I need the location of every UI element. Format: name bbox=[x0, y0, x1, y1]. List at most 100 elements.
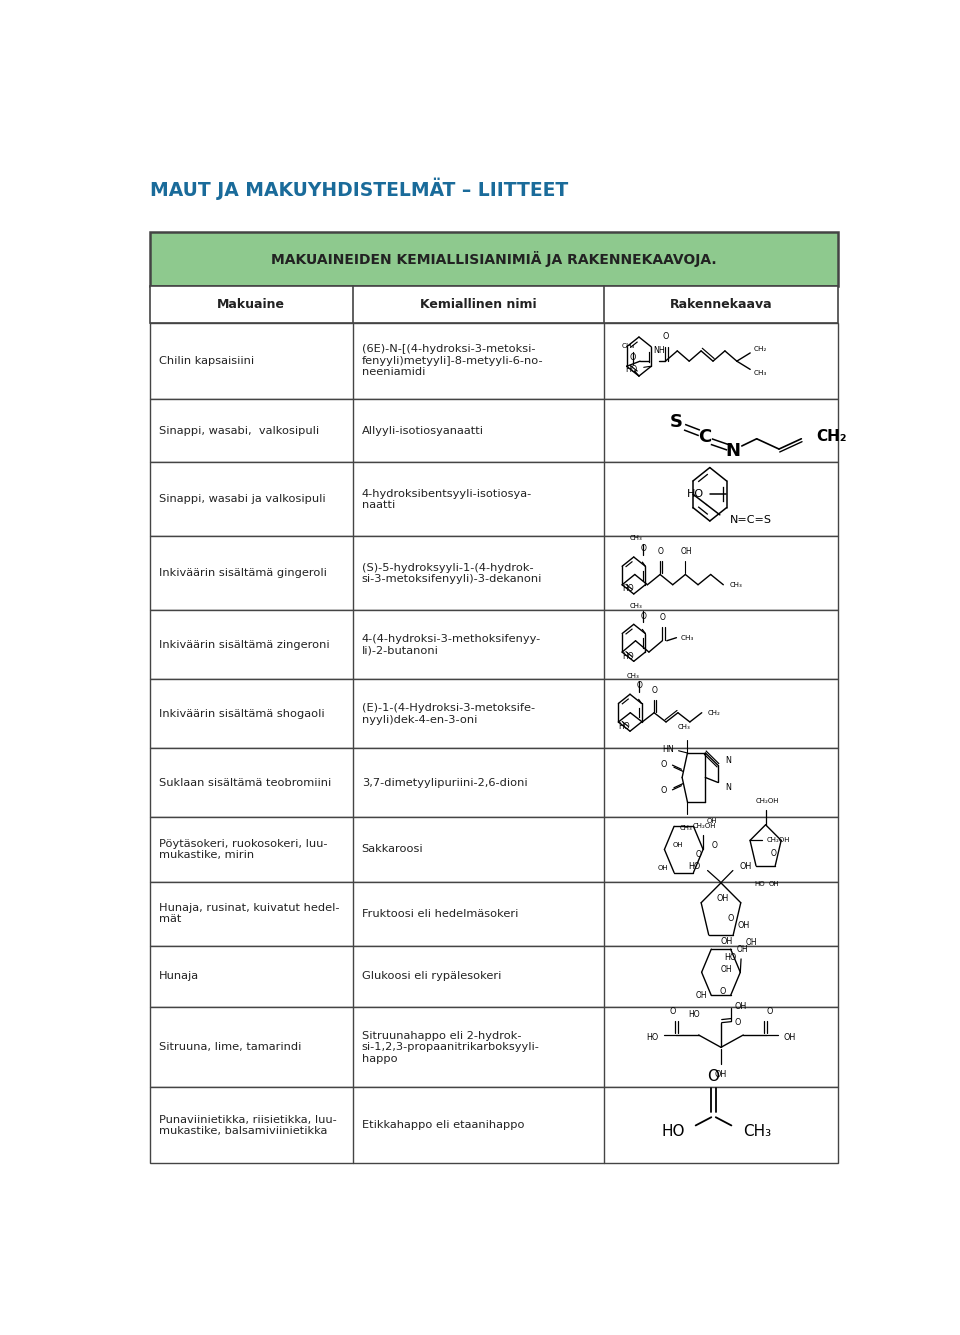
Text: HO: HO bbox=[688, 862, 700, 870]
Text: Sinappi, wasabi ja valkosipuli: Sinappi, wasabi ja valkosipuli bbox=[158, 494, 325, 505]
Text: O: O bbox=[658, 547, 663, 555]
Text: HO: HO bbox=[626, 364, 637, 374]
Text: OH: OH bbox=[707, 818, 717, 824]
Bar bbox=[150, 817, 838, 882]
Text: OH: OH bbox=[658, 865, 668, 870]
Text: OH: OH bbox=[734, 1001, 747, 1011]
Text: Allyyli-isotiosyanaatti: Allyyli-isotiosyanaatti bbox=[362, 426, 484, 435]
Text: CH₃: CH₃ bbox=[622, 343, 636, 350]
Text: Makuaine: Makuaine bbox=[217, 298, 285, 311]
Bar bbox=[150, 323, 838, 399]
Bar bbox=[150, 462, 838, 537]
Text: Sakkaroosi: Sakkaroosi bbox=[362, 845, 423, 854]
Text: OH: OH bbox=[696, 991, 708, 1000]
Text: CH₃: CH₃ bbox=[730, 582, 742, 587]
Text: C: C bbox=[698, 427, 711, 446]
Text: CH₃: CH₃ bbox=[680, 825, 692, 830]
Text: HO: HO bbox=[687, 1009, 700, 1019]
Text: HO: HO bbox=[661, 1124, 685, 1139]
Text: OH: OH bbox=[739, 862, 752, 870]
Text: Pöytäsokeri, ruokosokeri, luu-
mukastike, mirin: Pöytäsokeri, ruokosokeri, luu- mukastike… bbox=[158, 838, 327, 860]
Text: Sitruunahappo eli 2-hydrok-
si-1,2,3-propaanitrikarboksyyli-
happo: Sitruunahappo eli 2-hydrok- si-1,2,3-pro… bbox=[362, 1031, 540, 1064]
Text: OH: OH bbox=[783, 1032, 796, 1041]
Text: CH₂: CH₂ bbox=[754, 346, 766, 352]
Text: N: N bbox=[726, 756, 732, 765]
Text: Sitruuna, lime, tamarindi: Sitruuna, lime, tamarindi bbox=[158, 1043, 301, 1052]
Text: CH₃: CH₃ bbox=[626, 673, 639, 678]
Text: CH₃: CH₃ bbox=[681, 634, 693, 641]
Text: O: O bbox=[640, 545, 646, 553]
Bar bbox=[150, 748, 838, 817]
Text: CH₃: CH₃ bbox=[678, 724, 690, 730]
Text: (S)-5-hydroksyyli-1-(4-hydrok-
si-3-metoksifenyyli)-3-dekanoni: (S)-5-hydroksyyli-1-(4-hydrok- si-3-meto… bbox=[362, 562, 542, 585]
Text: Suklaan sisältämä teobromiini: Suklaan sisältämä teobromiini bbox=[158, 777, 331, 788]
Text: CH₂OH: CH₂OH bbox=[756, 798, 779, 804]
Text: O: O bbox=[660, 613, 666, 622]
Text: CH₃: CH₃ bbox=[743, 1124, 772, 1139]
Text: O: O bbox=[640, 611, 646, 621]
Bar bbox=[150, 882, 838, 945]
Text: OH: OH bbox=[737, 921, 750, 930]
Text: OH: OH bbox=[746, 939, 757, 948]
Text: Glukoosi eli rypälesokeri: Glukoosi eli rypälesokeri bbox=[362, 972, 501, 981]
Bar bbox=[150, 610, 838, 680]
Text: N: N bbox=[726, 784, 732, 792]
Bar bbox=[150, 1088, 838, 1164]
Text: N=C=S: N=C=S bbox=[731, 515, 772, 525]
Text: 4-(4-hydroksi-3-methoksifenyy-
li)-2-butanoni: 4-(4-hydroksi-3-methoksifenyy- li)-2-but… bbox=[362, 634, 540, 655]
Text: Inkiväärin sisältämä gingeroli: Inkiväärin sisältämä gingeroli bbox=[158, 569, 326, 578]
Text: CH₂OH: CH₂OH bbox=[693, 822, 716, 829]
Text: O: O bbox=[630, 352, 636, 362]
Text: OH: OH bbox=[673, 841, 684, 848]
Text: HO: HO bbox=[687, 490, 705, 499]
Text: OH: OH bbox=[681, 547, 692, 555]
Text: (E)-1-(4-Hydroksi-3-metoksife-
nyyli)dek-4-en-3-oni: (E)-1-(4-Hydroksi-3-metoksife- nyyli)dek… bbox=[362, 704, 535, 725]
Bar bbox=[150, 286, 838, 323]
Text: Inkiväärin sisältämä zingeroni: Inkiväärin sisältämä zingeroni bbox=[158, 639, 329, 650]
Text: O: O bbox=[696, 850, 702, 860]
Text: Hunaja: Hunaja bbox=[158, 972, 199, 981]
Text: MAKUAINEIDEN KEMIALLISIANIMIÄ JA RAKENNEKAAVOJA.: MAKUAINEIDEN KEMIALLISIANIMIÄ JA RAKENNE… bbox=[271, 251, 717, 267]
Bar bbox=[150, 1007, 838, 1088]
Text: CH₂: CH₂ bbox=[708, 710, 721, 716]
Text: O: O bbox=[660, 760, 667, 769]
Text: 3,7-dimetyylipuriini-2,6-dioni: 3,7-dimetyylipuriini-2,6-dioni bbox=[362, 777, 527, 788]
Text: HN: HN bbox=[662, 745, 674, 754]
Text: HO: HO bbox=[646, 1032, 659, 1041]
Text: OH: OH bbox=[720, 965, 732, 973]
Text: O: O bbox=[708, 1069, 720, 1084]
Text: OH: OH bbox=[716, 894, 729, 902]
Text: O: O bbox=[771, 849, 777, 857]
Bar bbox=[150, 399, 838, 462]
Text: CH₂OH: CH₂OH bbox=[766, 837, 790, 844]
Text: (6E)-N-[(4-hydroksi-3-metoksi-
fenyyli)metyyli]-8-metyyli-6-no-
neeniamidi: (6E)-N-[(4-hydroksi-3-metoksi- fenyyli)m… bbox=[362, 344, 543, 378]
Text: Rakennekaava: Rakennekaava bbox=[670, 298, 772, 311]
Text: HO: HO bbox=[724, 953, 736, 963]
Text: O: O bbox=[663, 331, 669, 340]
Text: Sinappi, wasabi,  valkosipuli: Sinappi, wasabi, valkosipuli bbox=[158, 426, 319, 435]
Text: O: O bbox=[652, 686, 658, 696]
Text: OH: OH bbox=[736, 945, 749, 953]
Text: N: N bbox=[726, 442, 740, 461]
Text: O: O bbox=[766, 1008, 773, 1016]
Text: HO: HO bbox=[618, 722, 630, 730]
Text: Punaviinietikka, riisietikka, luu-
mukastike, balsamiviinietikka: Punaviinietikka, riisietikka, luu- mukas… bbox=[158, 1115, 336, 1136]
Text: OH: OH bbox=[715, 1069, 727, 1079]
Text: O: O bbox=[669, 1008, 676, 1016]
Text: OH: OH bbox=[721, 937, 732, 945]
Bar bbox=[150, 680, 838, 748]
Text: Etikkahappo eli etaanihappo: Etikkahappo eli etaanihappo bbox=[362, 1120, 524, 1131]
Text: Fruktoosi eli hedelmäsokeri: Fruktoosi eli hedelmäsokeri bbox=[362, 909, 518, 918]
Bar bbox=[150, 232, 838, 286]
Text: NH: NH bbox=[654, 346, 665, 355]
Text: 4-hydroksibentsyyli-isotiosya-
naatti: 4-hydroksibentsyyli-isotiosya- naatti bbox=[362, 489, 532, 510]
Text: O: O bbox=[636, 681, 642, 690]
Bar bbox=[150, 537, 838, 610]
Text: O: O bbox=[734, 1019, 741, 1027]
Text: S: S bbox=[670, 414, 683, 431]
Text: CH₃: CH₃ bbox=[630, 535, 643, 542]
Text: HO: HO bbox=[622, 585, 634, 593]
Text: Hunaja, rusinat, kuivatut hedel-
mät: Hunaja, rusinat, kuivatut hedel- mät bbox=[158, 902, 339, 924]
Text: MAUT JA MAKUYHDISTELMÄT – LIITTEET: MAUT JA MAKUYHDISTELMÄT – LIITTEET bbox=[150, 178, 568, 200]
Bar bbox=[150, 945, 838, 1007]
